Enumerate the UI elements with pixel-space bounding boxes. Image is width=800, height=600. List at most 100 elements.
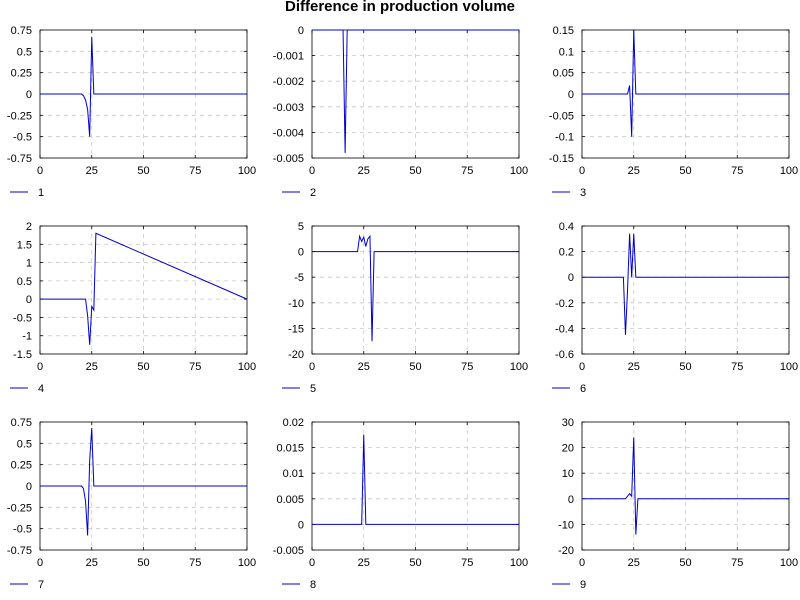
- x-tick-label: 50: [679, 361, 691, 373]
- grid: [312, 422, 519, 550]
- x-tick-label: 25: [86, 557, 98, 569]
- y-tick-label: -20: [558, 545, 574, 557]
- x-tick-label: 50: [137, 165, 149, 177]
- grid: [312, 226, 519, 354]
- x-tick-label: 50: [137, 361, 149, 373]
- x-tick-label: 100: [780, 165, 798, 177]
- y-tick-label: -0.05: [549, 110, 574, 122]
- y-tick-label: 10: [562, 468, 574, 480]
- y-tick-label: -0.005: [273, 545, 304, 557]
- x-tick-label: 100: [238, 557, 256, 569]
- x-tick-label: 75: [731, 165, 743, 177]
- y-tick-label: 0.05: [553, 68, 574, 80]
- series-line-8: [312, 434, 519, 525]
- x-tick-label: 75: [189, 165, 201, 177]
- x-tick-label: 100: [510, 361, 528, 373]
- legend-label: 9: [580, 579, 586, 591]
- subplot-6: 0 25 50 75 100 0.4 0.2 0 -0.2 -0.4 -0.6 6: [552, 221, 798, 395]
- y-tick-label: 0.5: [17, 438, 32, 450]
- subplot-2: 0 25 50 75 100 0 -0.001 -0.002 -0.003 -0.004 -0.00…: [273, 25, 528, 199]
- subplot-7: 0 25 50 75 100 0.75 0.5 0.25 0 -0.25 -0.5 -0.75 7: [7, 417, 256, 591]
- y-tick-label: -0.25: [7, 110, 32, 122]
- y-tick-label: -0.002: [273, 76, 304, 88]
- x-tick-label: 75: [461, 165, 473, 177]
- x-tick-label: 50: [137, 557, 149, 569]
- x-tick-label: 0: [309, 165, 315, 177]
- x-tick-label: 75: [189, 361, 201, 373]
- y-tick-label: 0: [26, 294, 32, 306]
- series-line-5: [312, 234, 519, 342]
- y-tick-label: 0: [26, 481, 32, 493]
- x-tick-label: 25: [628, 557, 640, 569]
- x-tick-label: 75: [461, 361, 473, 373]
- x-tick-label: 100: [780, 557, 798, 569]
- legend-label: 8: [310, 579, 316, 591]
- x-tick-label: 25: [628, 361, 640, 373]
- series-line-6: [582, 233, 789, 335]
- x-tick-label: 25: [86, 361, 98, 373]
- x-tick-label: 25: [358, 557, 370, 569]
- y-tick-label: 1.5: [17, 239, 32, 251]
- y-tick-label: 0.005: [276, 494, 304, 506]
- y-tick-label: 0.01: [283, 468, 304, 480]
- x-tick-label: 75: [189, 557, 201, 569]
- x-tick-label: 75: [461, 557, 473, 569]
- y-tick-label: -10: [558, 519, 574, 531]
- y-tick-label: 0.5: [17, 46, 32, 58]
- x-tick-label: 75: [731, 557, 743, 569]
- y-tick-label: 0: [26, 89, 32, 101]
- y-tick-label: -0.25: [7, 502, 32, 514]
- y-tick-label: 0.75: [11, 417, 32, 429]
- y-tick-label: 0.4: [559, 221, 574, 233]
- grid: [582, 422, 789, 550]
- series-line-2: [312, 29, 519, 153]
- x-tick-label: 100: [780, 361, 798, 373]
- y-tick-label: 2: [26, 221, 32, 233]
- x-tick-label: 25: [628, 165, 640, 177]
- y-tick-label: 0: [298, 519, 304, 531]
- y-tick-label: -0.5: [13, 132, 32, 144]
- y-tick-label: 0: [568, 494, 574, 506]
- subplot-8: 0 25 50 75 100 0.02 0.015 0.01 0.005 0 -0.005 8: [273, 417, 528, 591]
- legend-label: 6: [580, 383, 586, 395]
- x-tick-label: 0: [309, 361, 315, 373]
- y-tick-label: -1.5: [13, 349, 32, 361]
- y-tick-label: -0.15: [549, 153, 574, 165]
- x-tick-label: 50: [679, 557, 691, 569]
- subplot-4: 0 25 50 75 100 2 1.5 1 0.5 0 -0.5 -1 -1.5 4: [10, 221, 256, 395]
- y-tick-label: 0: [568, 272, 574, 284]
- x-tick-label: 0: [37, 557, 43, 569]
- y-tick-label: -0.003: [273, 102, 304, 114]
- y-tick-label: 0: [298, 247, 304, 259]
- y-tick-label: -0.2: [555, 298, 574, 310]
- y-tick-label: 0.015: [276, 443, 304, 455]
- y-tick-label: -0.001: [273, 51, 304, 63]
- x-tick-label: 0: [579, 165, 585, 177]
- y-tick-label: -5: [294, 272, 304, 284]
- x-tick-label: 25: [358, 361, 370, 373]
- y-tick-label: -0.4: [555, 323, 574, 335]
- series-line-1: [40, 36, 247, 137]
- x-tick-label: 0: [579, 361, 585, 373]
- y-tick-label: 0.1: [559, 46, 574, 58]
- series-line-3: [582, 29, 789, 137]
- y-tick-label: 0.75: [11, 25, 32, 37]
- subplot-3: 0 25 50 75 100 0.15 0.1 0.05 0 -0.05 -0.1 -0.15 3: [549, 25, 798, 199]
- x-tick-label: 100: [510, 165, 528, 177]
- x-tick-label: 100: [510, 557, 528, 569]
- x-tick-label: 0: [37, 361, 43, 373]
- figure-title: Difference in production volume: [285, 0, 515, 15]
- subplot-1: 0 25 50 75 100 0.75 0.5 0.25 0 -0.25 -0.5 -0.75 1: [7, 25, 256, 199]
- series-line-4: [40, 232, 248, 345]
- x-tick-label: 50: [409, 557, 421, 569]
- x-tick-label: 25: [86, 165, 98, 177]
- y-tick-label: 0: [298, 25, 304, 37]
- x-tick-label: 75: [731, 361, 743, 373]
- y-tick-label: 0: [568, 89, 574, 101]
- y-tick-label: 0.25: [11, 460, 32, 472]
- legend-label: 7: [38, 579, 44, 591]
- y-tick-label: 20: [562, 443, 574, 455]
- legend-label: 5: [310, 383, 316, 395]
- y-tick-label: 0.5: [17, 276, 32, 288]
- y-tick-label: 5: [298, 221, 304, 233]
